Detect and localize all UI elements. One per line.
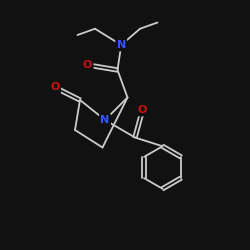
Text: O: O [50, 82, 60, 92]
Text: O: O [83, 60, 92, 70]
Text: O: O [138, 105, 147, 115]
Text: N: N [116, 40, 126, 50]
Text: N: N [100, 115, 110, 125]
